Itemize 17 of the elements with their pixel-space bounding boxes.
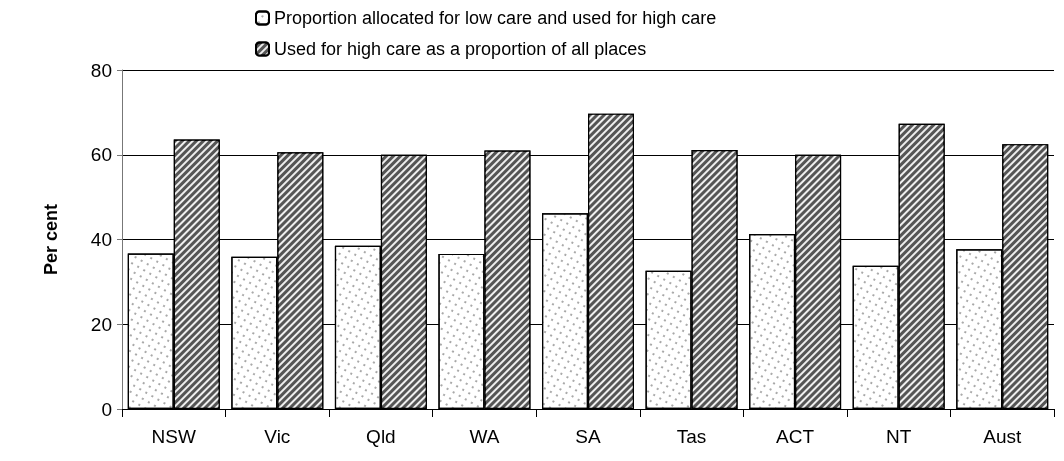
legend-label: Used for high care as a proportion of all places <box>274 39 647 59</box>
x-tick-label: SA <box>575 426 601 447</box>
x-tick-label: Tas <box>676 426 707 447</box>
x-tick-label: NT <box>886 426 912 447</box>
x-tick-label: Aust <box>983 426 1022 447</box>
y-tick-label: 0 <box>101 398 112 420</box>
y-tick-label: 80 <box>90 59 112 81</box>
x-tick-label: WA <box>469 426 500 447</box>
y-tick-label: 40 <box>90 229 112 250</box>
x-tick-label: NSW <box>151 426 197 447</box>
x-tick-label: ACT <box>776 426 815 447</box>
legend-label: Proportion allocated for low care and used for high care <box>274 8 717 28</box>
x-tick-label: Vic <box>264 426 291 447</box>
y-tick-label: 60 <box>90 144 112 166</box>
y-tick-label: 20 <box>90 313 112 335</box>
y-axis-title: Per cent <box>41 203 61 276</box>
x-tick-label: Qld <box>366 426 396 447</box>
